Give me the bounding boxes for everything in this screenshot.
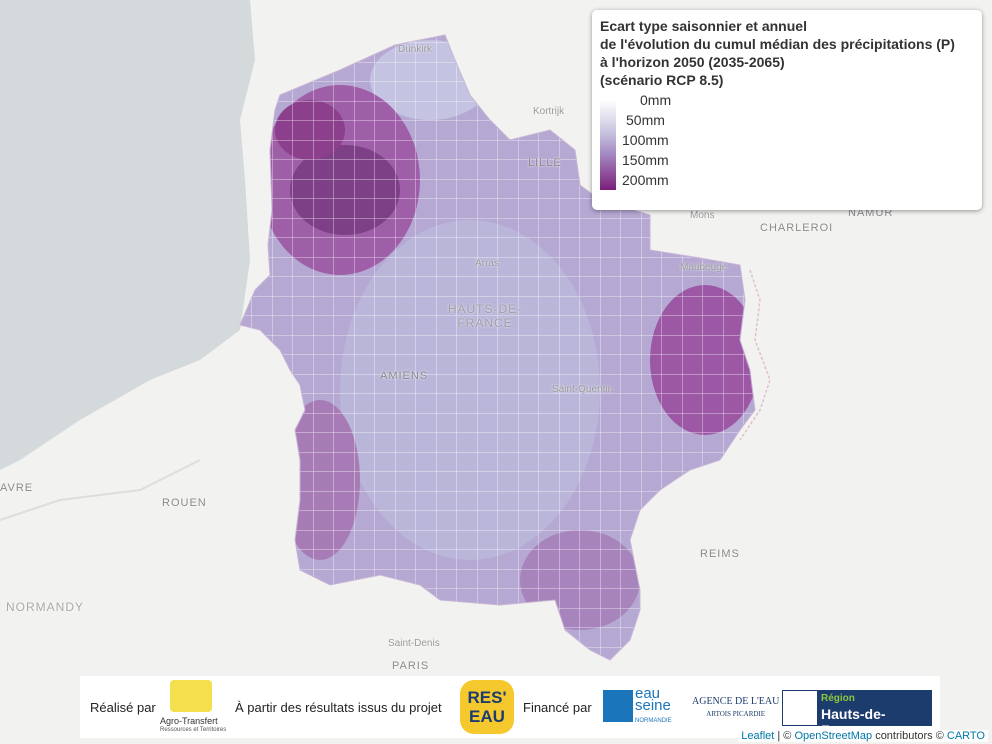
place-label: Dunkirk	[398, 44, 432, 55]
leaflet-link[interactable]: Leaflet	[741, 730, 775, 742]
place-label: NAMUR	[848, 207, 894, 219]
place-label: PARIS	[392, 660, 430, 672]
footer-text: À partir des résultats issus du projet	[235, 700, 442, 715]
place-label: REIMS	[700, 548, 740, 560]
logo	[170, 680, 212, 712]
logo-text: seine	[635, 697, 671, 714]
logo-text: EAU	[469, 707, 505, 726]
place-label: HAUTS-DE-FRANCE	[447, 302, 523, 330]
legend-label: 100mm	[622, 132, 669, 148]
place-label: Mons	[690, 210, 715, 221]
osm-link[interactable]: OpenStreetMap	[794, 730, 873, 742]
logo-text: Agro-Transfert	[160, 716, 218, 726]
logo-text: ARTOIS PICARDIE	[706, 710, 766, 718]
place-label: NORMANDY	[5, 600, 84, 614]
place-label: CHARLEROI	[760, 222, 834, 234]
place-label: Saint-Denis	[388, 638, 440, 649]
legend-label: 0mm	[640, 92, 672, 108]
footer: Réalisé par Agro-Transfert Ressources et…	[80, 676, 940, 738]
carto-link[interactable]: CARTO	[946, 730, 985, 742]
logo-text: NORMANDIE	[635, 718, 672, 724]
legend-title: de l'évolution du cumul médian des préci…	[600, 36, 955, 52]
legend-label: 200mm	[622, 172, 669, 188]
logo-text: RES'	[467, 688, 507, 707]
logo-text: Région	[821, 693, 855, 704]
logo: RES' EAU	[460, 680, 514, 734]
attribution: Leaflet | © OpenStreetMap contributors ©…	[738, 730, 988, 742]
sea	[0, 0, 255, 470]
footer-text: Réalisé par	[90, 700, 156, 715]
logo	[603, 690, 633, 722]
place-label: ROUEN	[162, 497, 207, 509]
place-label: AVRE	[0, 482, 34, 494]
place-label: Kortrijk	[533, 106, 565, 117]
place-label: AMIENS	[380, 370, 429, 382]
attribution-text: contributors ©	[875, 730, 944, 742]
place-label: Saint-Quentin	[552, 384, 614, 395]
logo: eau seine NORMANDIE	[635, 685, 672, 727]
legend-title: (scénario RCP 8.5)	[600, 72, 724, 88]
legend-title: Ecart type saisonnier et annuel	[600, 18, 807, 34]
logo-text: Ressources et Territoires	[160, 727, 227, 733]
place-label: LILLE	[528, 157, 562, 169]
logo-text: eau	[635, 685, 661, 702]
legend-label: 150mm	[622, 152, 669, 168]
place-label: Arras	[475, 258, 499, 269]
color-scale	[600, 100, 616, 190]
logo-text: AGENCE DE L'EAU	[692, 696, 780, 707]
attribution-text: | ©	[777, 730, 792, 742]
footer-text: Financé par	[523, 700, 592, 715]
place-label: Maubeuge	[680, 262, 728, 273]
legend-label: 50mm	[626, 112, 665, 128]
legend: Ecart type saisonnier et annuel de l'évo…	[592, 10, 982, 210]
legend-title: à l'horizon 2050 (2035-2065)	[600, 54, 785, 70]
logo: AGENCE DE L'EAU ARTOIS PICARDIE	[692, 696, 779, 720]
